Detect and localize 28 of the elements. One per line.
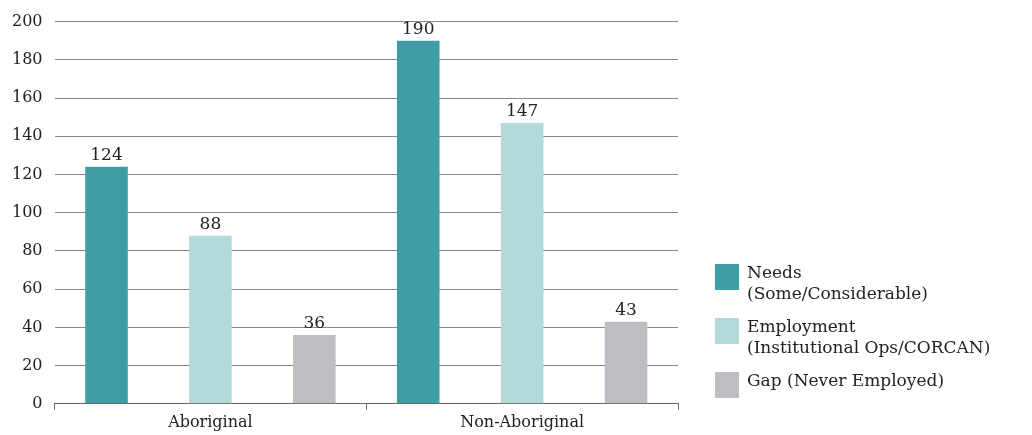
y-tick-label: 120	[11, 163, 43, 183]
bar	[396, 40, 440, 404]
bar	[85, 166, 128, 404]
y-tick-label: 60	[22, 278, 43, 298]
y-tick-label: 20	[22, 354, 43, 374]
data-label: 36	[303, 311, 326, 332]
legend-label: Employment (Institutional Ops/CORCAN)	[747, 316, 991, 358]
x-tick-label: Aboriginal	[167, 411, 253, 431]
y-tick-label: 80	[22, 240, 43, 260]
data-label: 147	[505, 99, 539, 120]
y-tick-label: 100	[11, 201, 43, 221]
y-tick-label: 180	[11, 48, 43, 68]
data-label: 88	[199, 212, 222, 233]
bar	[500, 122, 544, 404]
data-label: 190	[402, 17, 435, 38]
data-label: 43	[615, 298, 637, 319]
y-tick-label: 40	[22, 316, 43, 336]
bar	[293, 335, 336, 404]
y-tick-label: 200	[11, 10, 43, 30]
legend-label: Gap (Never Employed)	[747, 370, 945, 391]
legend-label: Needs (Some/Considerable)	[747, 262, 928, 304]
y-tick-label: 140	[11, 125, 43, 145]
x-tick-label: Non-Aboriginal	[460, 411, 585, 431]
data-label: 124	[90, 143, 123, 164]
bar	[189, 235, 232, 404]
y-tick-label: 0	[32, 392, 43, 412]
y-tick-label: 160	[11, 87, 43, 107]
bar	[604, 321, 648, 404]
